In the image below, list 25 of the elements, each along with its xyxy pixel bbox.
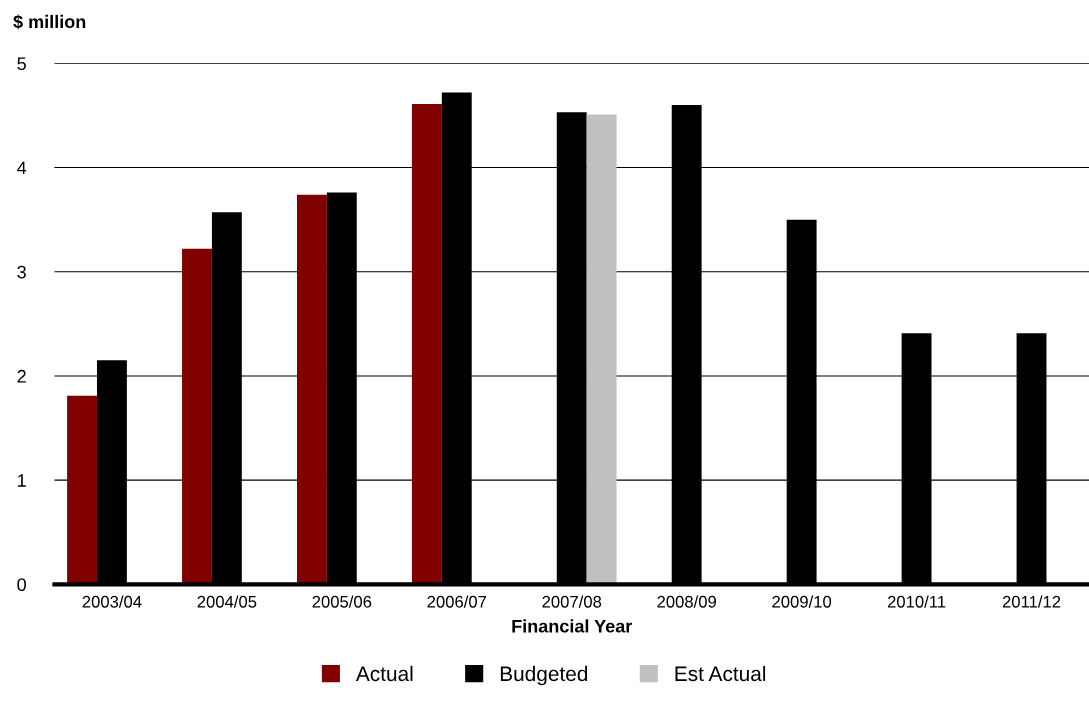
legend-label: Actual [355, 665, 413, 682]
bar [411, 103, 442, 585]
x-tick-label: 2010/11 [887, 595, 946, 608]
y-tick-label: 5 [17, 57, 26, 71]
bar [586, 114, 617, 585]
x-tick-label: 2003/04 [82, 595, 142, 608]
x-tick-label: 2006/07 [427, 595, 487, 608]
y-tick-label: 2 [17, 369, 26, 383]
x-tick-label: 2008/09 [657, 595, 717, 608]
x-tick-label: 2005/06 [312, 595, 372, 608]
bar [67, 395, 97, 585]
legend-label: Budgeted [500, 665, 588, 686]
x-tick-label: 2004/05 [197, 595, 257, 608]
y-tick-label: 1 [18, 474, 26, 487]
legend-label: Est Actual [675, 665, 766, 682]
bar [182, 248, 212, 585]
x-tick-label: 2007/08 [542, 595, 602, 608]
y-tick-label: 3 [17, 265, 26, 279]
x-axis-title: Financial Year [512, 619, 633, 633]
y-axis-title: $ million [13, 14, 86, 30]
x-tick-label: 2011/12 [1002, 595, 1061, 608]
y-tick-label: 0 [17, 578, 26, 592]
x-tick-label: 2009/10 [772, 595, 832, 608]
y-tick-label: 4 [17, 161, 27, 175]
bar [296, 194, 327, 585]
